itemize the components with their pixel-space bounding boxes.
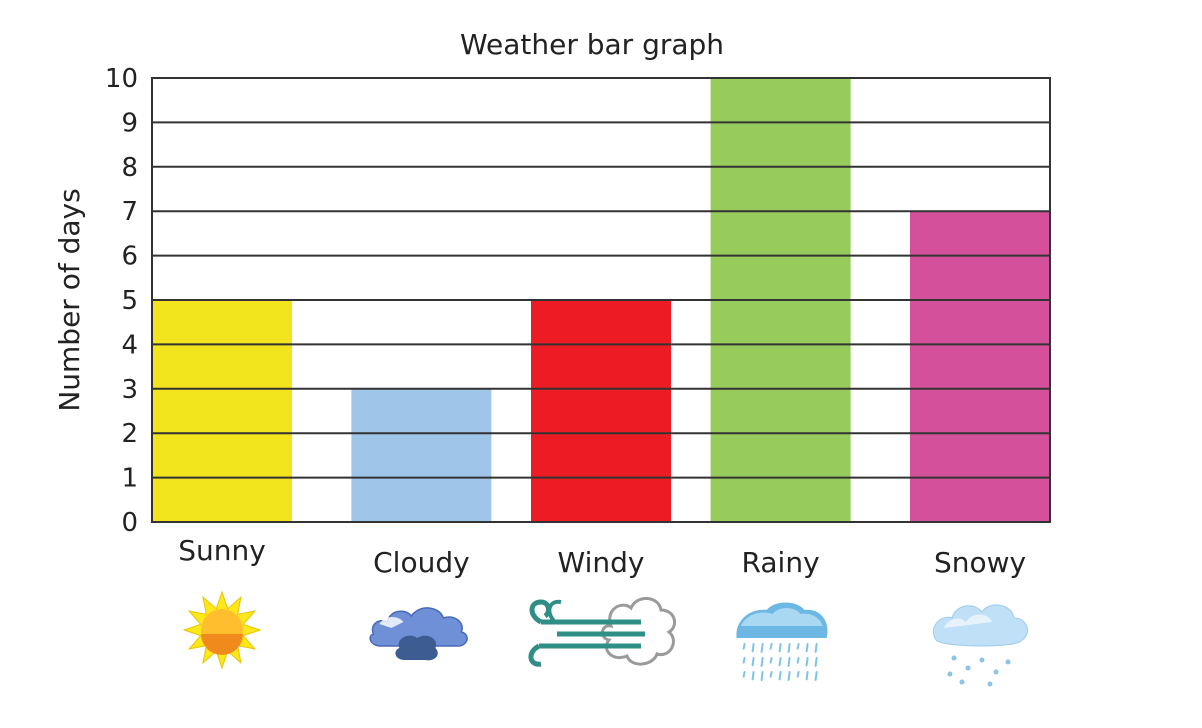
wind-icon — [528, 597, 677, 667]
y-tick-label: 5 — [121, 286, 138, 316]
y-tick-label: 1 — [121, 464, 138, 494]
y-tick-label: 9 — [121, 108, 138, 138]
bar-cloudy — [351, 388, 492, 522]
y-tick-label: 3 — [121, 375, 138, 405]
category-label-rainy: Rainy — [742, 546, 820, 579]
category-labels: Sunny Cloudy Windy Rainy Snowy — [178, 534, 1026, 579]
y-tick-labels: 0 1 2 3 4 5 6 7 8 9 10 — [105, 64, 138, 538]
y-tick-label: 4 — [121, 330, 138, 360]
bar-sunny — [152, 300, 292, 522]
category-label-cloudy: Cloudy — [373, 546, 470, 579]
y-tick-label: 10 — [105, 64, 138, 94]
chart-title: Weather bar graph — [460, 28, 724, 61]
bar-windy — [531, 300, 671, 522]
cloud-icon — [369, 607, 468, 661]
y-axis-title: Number of days — [53, 188, 86, 411]
sun-icon — [182, 590, 262, 670]
y-tick-label: 7 — [121, 197, 138, 227]
category-label-windy: Windy — [558, 546, 645, 579]
bar-snowy — [910, 211, 1050, 522]
category-label-sunny: Sunny — [178, 534, 266, 567]
bars — [152, 78, 1050, 522]
y-tick-label: 6 — [121, 242, 138, 272]
category-label-snowy: Snowy — [934, 546, 1026, 579]
rain-cloud-icon — [736, 602, 828, 681]
snow-cloud-icon — [932, 604, 1029, 687]
gridlines — [152, 121, 1050, 479]
y-tick-label: 2 — [121, 419, 138, 449]
plot-frame — [151, 77, 1051, 523]
y-tick-label: 0 — [121, 508, 138, 538]
y-tick-label: 8 — [121, 153, 138, 183]
weather-icons — [182, 590, 1029, 687]
